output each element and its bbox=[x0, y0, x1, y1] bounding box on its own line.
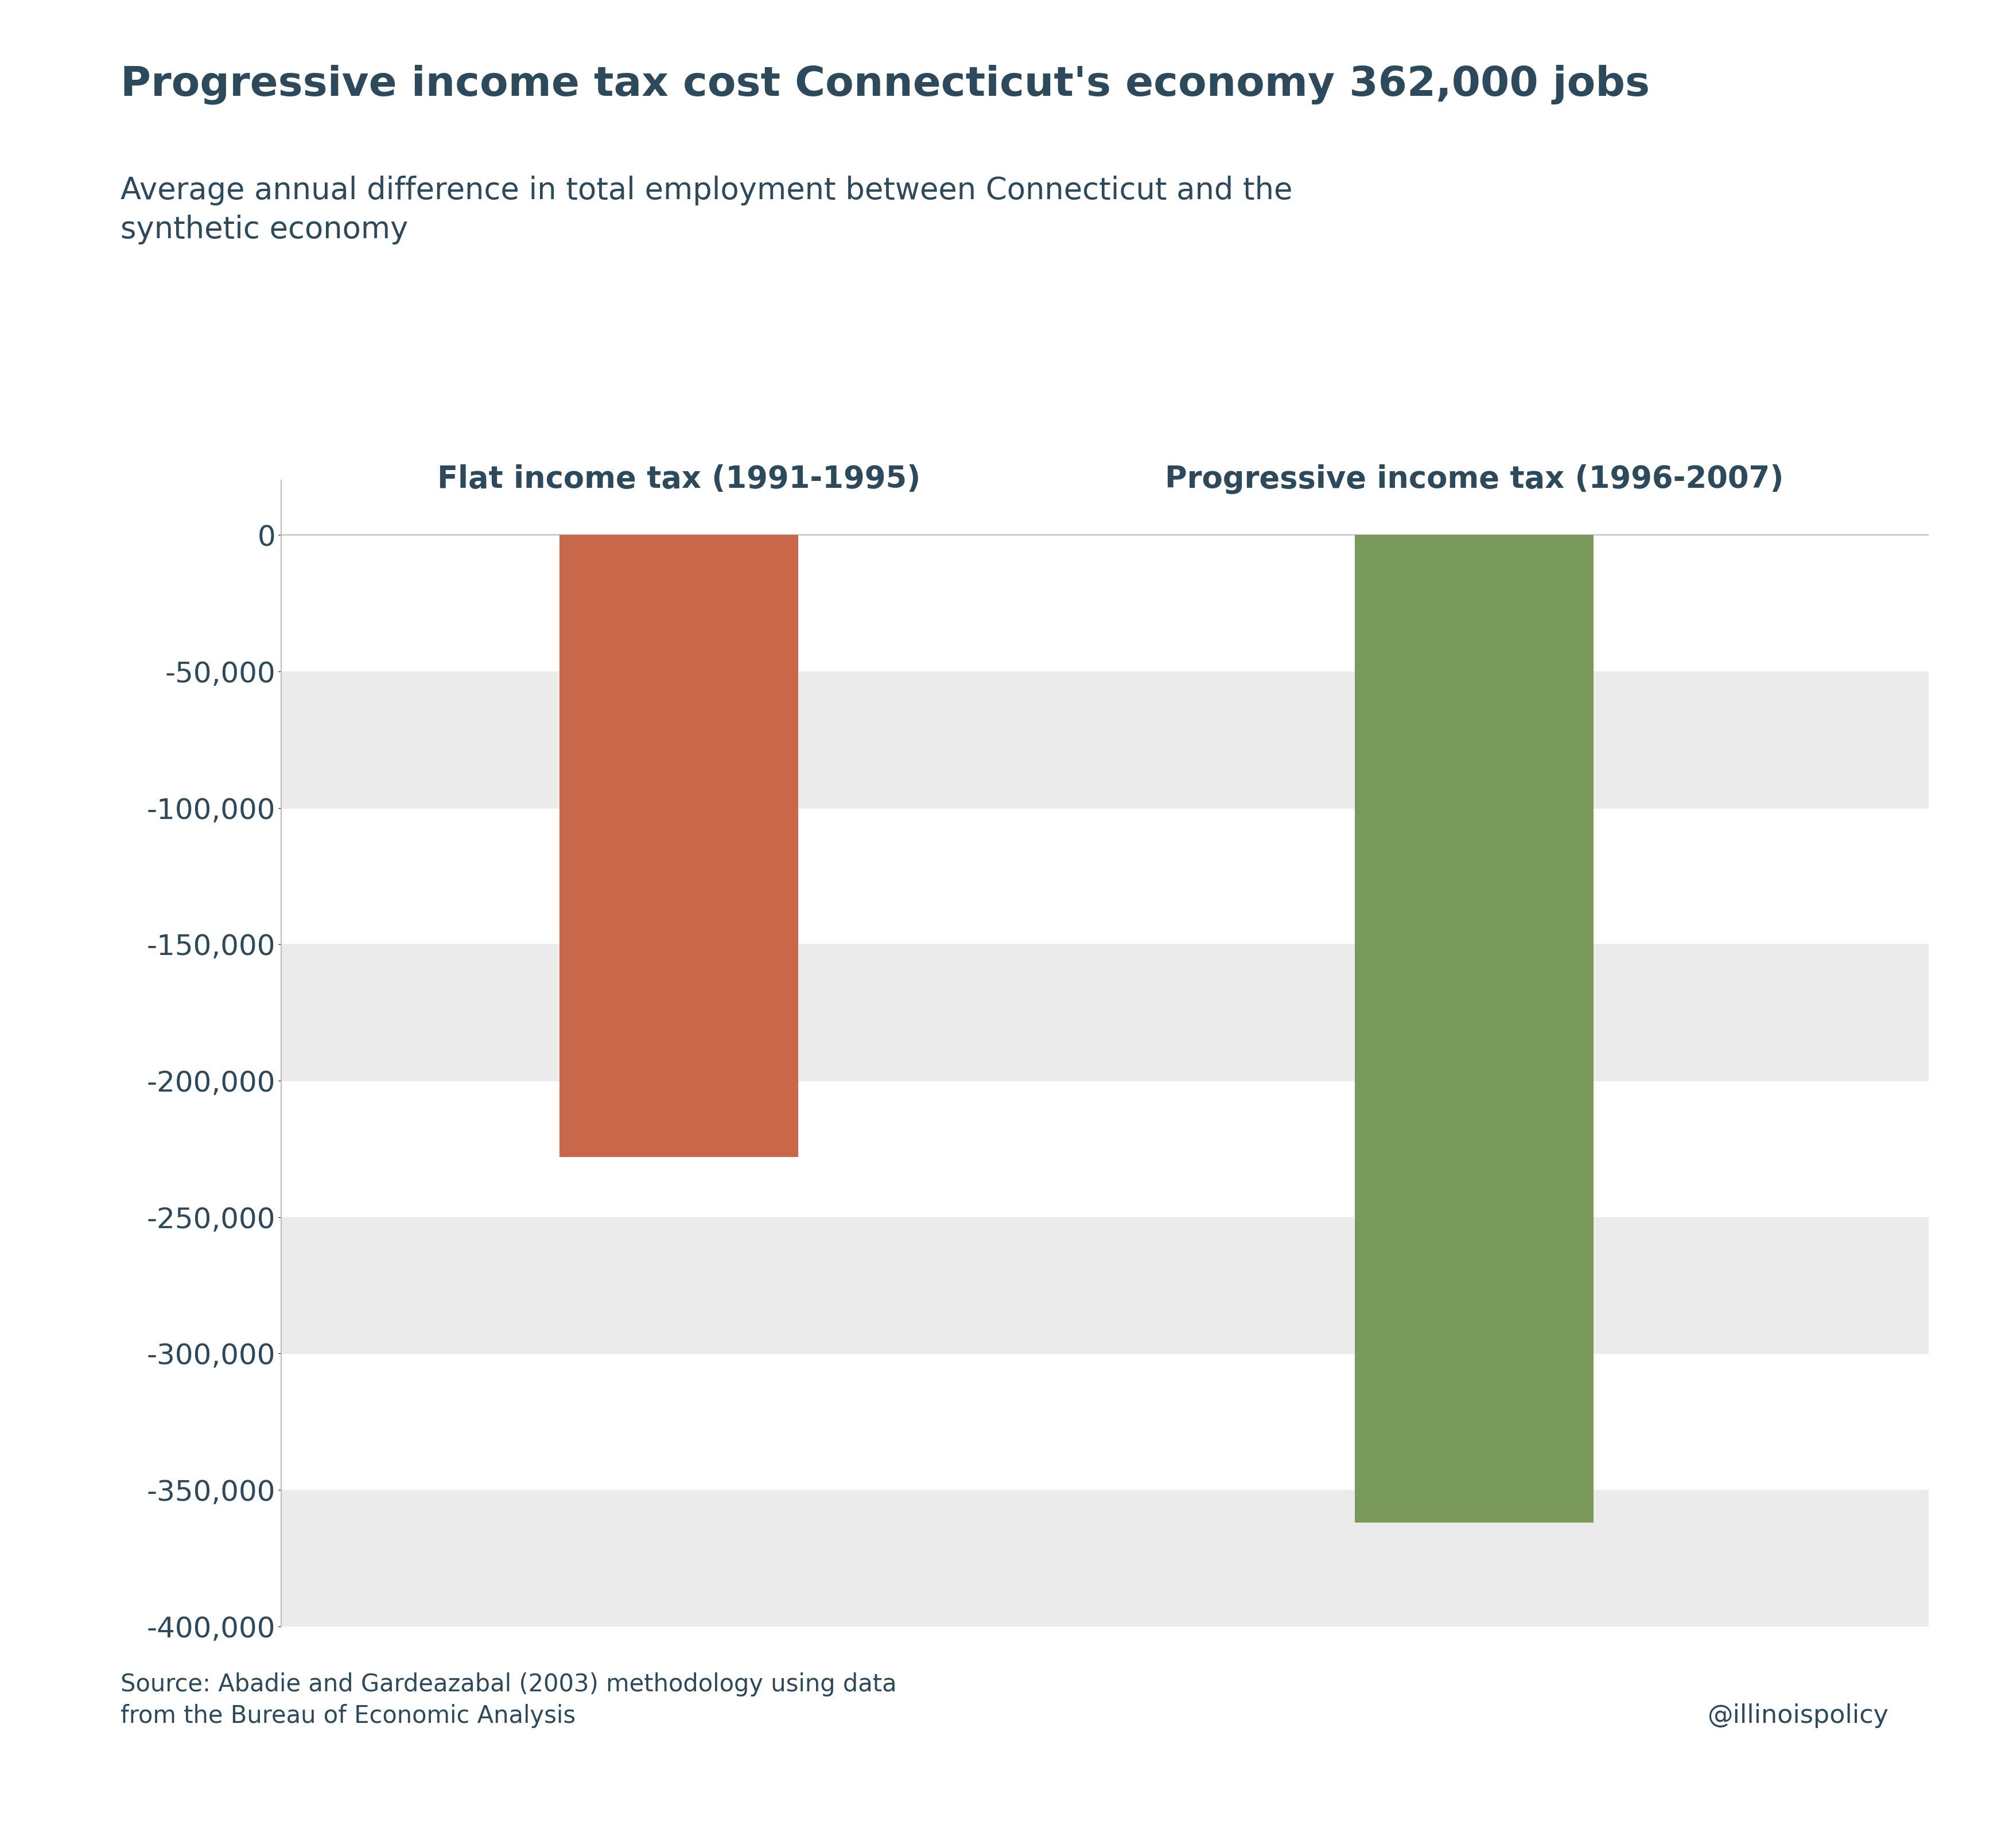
Bar bbox=[1354, 536, 1593, 1523]
Text: Progressive income tax cost Connecticut's economy 362,000 jobs: Progressive income tax cost Connecticut'… bbox=[121, 65, 1649, 105]
Text: Average annual difference in total employment between Connecticut and the
synthe: Average annual difference in total emplo… bbox=[121, 176, 1292, 244]
Text: Progressive income tax (1996-2007): Progressive income tax (1996-2007) bbox=[1165, 464, 1784, 493]
Bar bbox=[281, 1218, 1929, 1353]
Bar bbox=[281, 1489, 1929, 1626]
Bar bbox=[281, 944, 1929, 1081]
Bar bbox=[561, 536, 798, 1157]
Text: Flat income tax (1991-1995): Flat income tax (1991-1995) bbox=[438, 464, 920, 493]
Text: Source: Abadie and Gardeazabal (2003) methodology using data
from the Bureau of : Source: Abadie and Gardeazabal (2003) me… bbox=[121, 1672, 896, 1728]
Text: @illinoispolicy: @illinoispolicy bbox=[1708, 1704, 1888, 1728]
Bar bbox=[281, 671, 1929, 808]
